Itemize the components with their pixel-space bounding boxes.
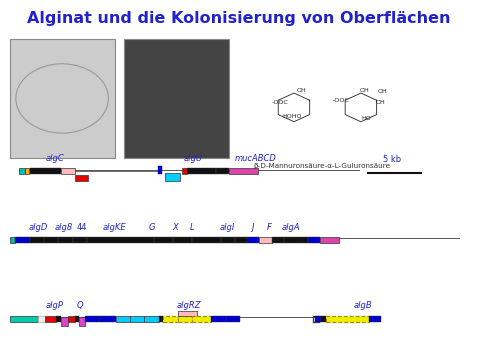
- Bar: [130, 316, 144, 322]
- Bar: [211, 316, 226, 322]
- Bar: [79, 317, 85, 326]
- Bar: [320, 237, 339, 243]
- Bar: [75, 316, 79, 322]
- Text: OH: OH: [378, 89, 387, 94]
- Bar: [38, 316, 45, 322]
- Bar: [259, 237, 272, 243]
- Bar: [272, 237, 284, 243]
- Bar: [369, 316, 381, 322]
- Text: -OOC: -OOC: [272, 100, 288, 105]
- Bar: [221, 237, 235, 243]
- Bar: [124, 39, 229, 158]
- Bar: [308, 237, 320, 243]
- Text: F: F: [267, 223, 272, 232]
- Text: algI: algI: [220, 223, 235, 232]
- Text: algU: algU: [184, 154, 203, 163]
- Bar: [68, 316, 75, 322]
- Bar: [99, 316, 116, 322]
- Bar: [284, 237, 308, 243]
- Bar: [61, 317, 68, 326]
- Text: HO: HO: [361, 116, 370, 121]
- Bar: [58, 237, 73, 243]
- Bar: [10, 316, 38, 322]
- Bar: [216, 168, 229, 174]
- Bar: [163, 316, 178, 322]
- Bar: [173, 237, 192, 243]
- Text: OH: OH: [360, 88, 369, 93]
- Text: G: G: [148, 223, 155, 232]
- Text: L: L: [190, 223, 195, 232]
- Bar: [30, 168, 61, 174]
- Bar: [85, 316, 99, 322]
- Text: β-D-Mannuronsäure-α-L-Guluronsäure: β-D-Mannuronsäure-α-L-Guluronsäure: [253, 163, 391, 169]
- Text: 5 kb: 5 kb: [383, 155, 401, 164]
- Text: algKE: algKE: [103, 223, 126, 232]
- Bar: [154, 237, 173, 243]
- Bar: [235, 237, 247, 243]
- Bar: [165, 173, 180, 181]
- Bar: [187, 168, 216, 174]
- Bar: [158, 166, 162, 174]
- Bar: [178, 316, 192, 322]
- Text: algC: algC: [45, 154, 65, 163]
- Bar: [116, 316, 130, 322]
- Text: Q: Q: [76, 301, 83, 310]
- Bar: [192, 237, 221, 243]
- Text: OH: OH: [296, 88, 306, 93]
- Bar: [321, 316, 326, 322]
- Bar: [159, 316, 163, 322]
- Bar: [75, 175, 88, 181]
- Text: Alginat und die Kolonisierung von Oberflächen: Alginat und die Kolonisierung von Oberfl…: [27, 11, 451, 26]
- Bar: [144, 316, 159, 322]
- Bar: [10, 39, 115, 158]
- Text: algRZ: algRZ: [177, 301, 201, 310]
- Bar: [178, 311, 197, 316]
- Bar: [229, 168, 258, 174]
- Bar: [15, 237, 30, 243]
- Text: HOHO: HOHO: [282, 114, 302, 119]
- Text: alg8: alg8: [55, 223, 73, 232]
- Text: 44: 44: [76, 223, 87, 232]
- Text: X: X: [172, 223, 178, 232]
- Text: -OOC: -OOC: [332, 98, 349, 103]
- Bar: [44, 237, 58, 243]
- Bar: [10, 237, 15, 243]
- Text: algB: algB: [354, 301, 372, 310]
- Bar: [30, 237, 44, 243]
- Bar: [45, 316, 56, 322]
- Text: algD: algD: [29, 223, 48, 232]
- Bar: [315, 316, 321, 322]
- Bar: [19, 168, 25, 174]
- Text: algP: algP: [45, 301, 63, 310]
- Bar: [326, 316, 369, 322]
- Text: OH: OH: [375, 100, 385, 105]
- Bar: [87, 237, 154, 243]
- Bar: [61, 168, 75, 174]
- Bar: [226, 316, 240, 322]
- Bar: [73, 237, 87, 243]
- Bar: [25, 168, 29, 174]
- Text: algA: algA: [282, 223, 301, 232]
- Text: mucABCD: mucABCD: [234, 154, 276, 163]
- Bar: [192, 316, 211, 322]
- Bar: [56, 316, 61, 322]
- Bar: [182, 168, 187, 174]
- Bar: [247, 237, 259, 243]
- Text: J: J: [251, 223, 253, 232]
